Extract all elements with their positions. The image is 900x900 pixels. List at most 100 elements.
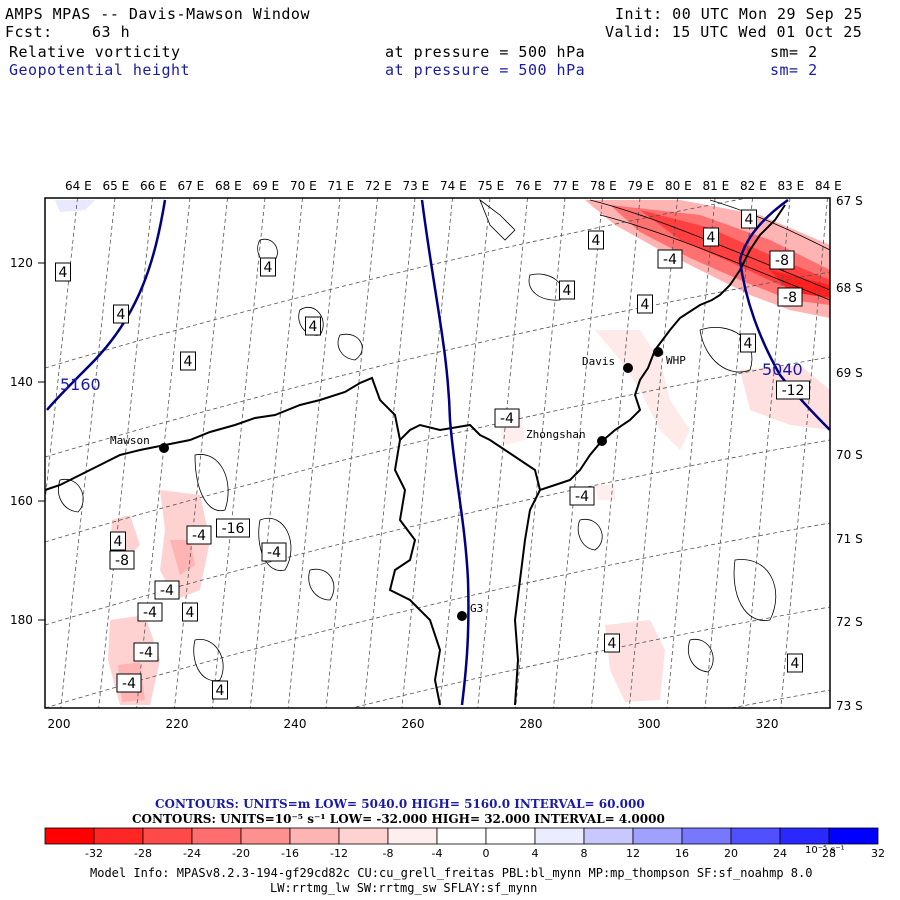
valid-time: Valid: 15 UTC Wed 01 Oct 25: [605, 23, 863, 41]
forecast-label: Fcst:: [5, 23, 53, 41]
colorbar-value: -12: [330, 847, 348, 860]
svg-text:4: 4: [309, 319, 318, 335]
vorticity-label: 4: [559, 280, 575, 300]
vorticity-label: -4: [133, 642, 159, 662]
longitude-label: 71 E: [328, 179, 355, 193]
longitude-label: 68 E: [215, 179, 242, 193]
longitude-label: 80 E: [665, 179, 692, 193]
colorbar-value: 0: [483, 847, 490, 860]
graticule: [45, 198, 830, 708]
colorbar-swatch: [730, 827, 781, 845]
vorticity-label: 4: [212, 680, 228, 700]
colorbar-value: -32: [85, 847, 103, 860]
vorticity-label: -16: [216, 518, 250, 538]
longitude-label: 84 E: [815, 179, 842, 193]
vorticity-label: 4: [637, 294, 653, 314]
longitude-label: 72 E: [365, 179, 392, 193]
vorticity-label: -4: [569, 486, 595, 506]
svg-text:-4: -4: [192, 528, 206, 544]
svg-text:4: 4: [117, 307, 126, 323]
colorbar-value: -28: [134, 847, 152, 860]
svg-text:4: 4: [641, 297, 650, 313]
station-label-whp: WHP: [666, 354, 686, 367]
colorbar-value: 16: [675, 847, 689, 860]
station-dot-davis: [623, 363, 633, 373]
station-label-davis: Davis: [582, 355, 615, 368]
station-label-mawson: Mawson: [110, 434, 150, 447]
map-title: AMPS MPAS -- Davis-Mawson Window: [5, 5, 310, 23]
longitude-label: 69 E: [253, 179, 280, 193]
longitude-label: 70 E: [290, 179, 317, 193]
vorticity-label: 4: [260, 257, 276, 277]
vorticity-label: -8: [109, 550, 135, 570]
svg-text:-4: -4: [575, 489, 589, 505]
colorbar-swatch: [436, 827, 487, 845]
svg-text:4: 4: [563, 283, 572, 299]
svg-text:-4: -4: [267, 545, 281, 561]
colorbar-units: 10⁻⁵ s⁻¹: [805, 845, 845, 856]
latitude-label: 73 S: [836, 699, 863, 713]
colorbar-value: 4: [532, 847, 539, 860]
colorbar-swatch: [387, 827, 438, 845]
longitude-label: 75 E: [478, 179, 505, 193]
svg-text:4: 4: [744, 336, 753, 352]
longitude-labels: 64 E 65 E 66 E 67 E 68 E 69 E 70 E 71 E 72 E 73 E…: [65, 179, 842, 193]
vorticity-label: -4: [116, 673, 142, 693]
forecast-hour: 63 h: [92, 23, 131, 41]
field2-level: at pressure = 500 hPa: [385, 61, 586, 79]
longitude-label: 64 E: [65, 179, 92, 193]
colorbar-swatch: [142, 827, 193, 845]
longitude-label: 76 E: [515, 179, 542, 193]
vorticity-label: 4: [741, 209, 757, 229]
colorbar-value: -16: [281, 847, 299, 860]
svg-text:4: 4: [186, 605, 195, 621]
vorticity-label: 4: [703, 227, 719, 247]
vorticity-label: -4: [154, 580, 180, 600]
vorticity-shading: [55, 200, 830, 705]
svg-text:-4: -4: [139, 645, 153, 661]
y-tick-label: 120: [10, 256, 33, 270]
longitude-label: 83 E: [778, 179, 805, 193]
station-markers: [159, 347, 663, 621]
colorbar-swatch: [338, 827, 389, 845]
colorbar-swatch: [583, 827, 634, 845]
svg-text:-8: -8: [775, 253, 789, 269]
latitude-label: 70 S: [836, 448, 863, 462]
colorbar-swatch: [191, 827, 242, 845]
svg-text:-8: -8: [783, 290, 797, 306]
svg-text:-4: -4: [143, 605, 157, 621]
colorbar-swatch: [240, 827, 291, 845]
x-tick-label: 320: [756, 717, 779, 731]
vorticity-label: -4: [261, 542, 287, 562]
vorticity-label: 4: [740, 333, 756, 353]
station-dot-mawson: [159, 443, 169, 453]
longitude-label: 73 E: [403, 179, 430, 193]
svg-text:-4: -4: [160, 583, 174, 599]
field2-name: Geopotential height: [9, 61, 191, 79]
colorbar-swatch: [828, 827, 879, 845]
longitude-label: 74 E: [440, 179, 467, 193]
vorticity-label: 4: [113, 304, 129, 324]
colorbar-swatch: [534, 827, 585, 845]
latitude-labels: 67 S 68 S 69 S 70 S 71 S 72 S 73 S: [836, 194, 863, 713]
colorbar-value: 12: [626, 847, 640, 860]
colorbar-swatch: [681, 827, 732, 845]
longitude-label: 65 E: [103, 179, 130, 193]
colorbar-value: 20: [724, 847, 738, 860]
svg-text:-12: -12: [782, 383, 805, 399]
latitude-label: 68 S: [836, 281, 863, 295]
colorbar-swatch: [44, 827, 95, 845]
x-tick-label: 200: [48, 717, 71, 731]
longitude-label: 79 E: [628, 179, 655, 193]
colorbar-value: 32: [871, 847, 885, 860]
colorbar-value: -24: [183, 847, 201, 860]
longitude-label: 78 E: [590, 179, 617, 193]
y-tick-label: 160: [10, 494, 33, 508]
svg-text:4: 4: [791, 656, 800, 672]
map-frame: [44, 197, 831, 709]
colorbar-value: 24: [773, 847, 787, 860]
vorticity-label: 4: [604, 633, 620, 653]
station-label-zhongshan: Zhongshan: [526, 428, 586, 441]
y-tick-label: 180: [10, 613, 33, 627]
